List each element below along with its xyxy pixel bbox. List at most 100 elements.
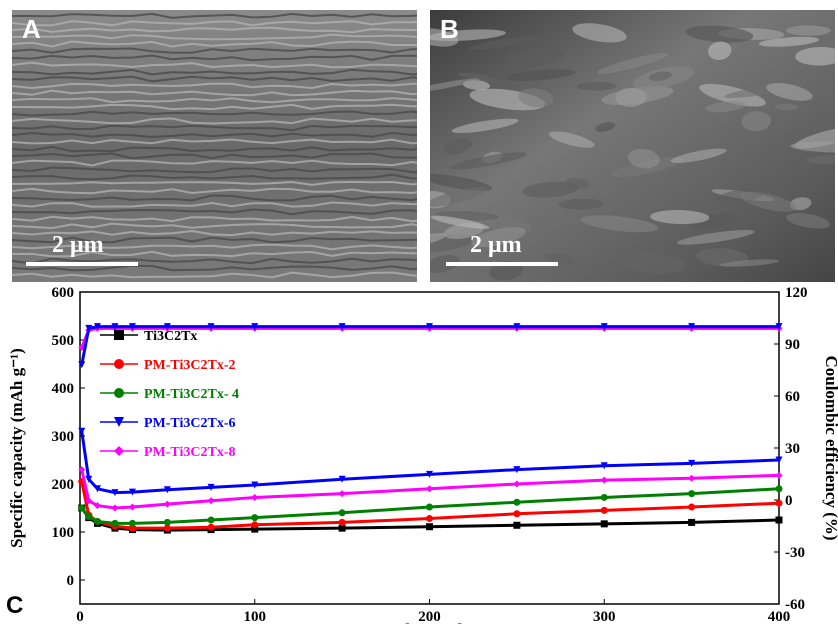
sem-flake [468,36,541,50]
data-point [513,510,521,518]
data-point [251,525,259,533]
data-point [688,323,696,331]
sem-layer-line [12,20,417,27]
y-tick-label: 600 [52,285,75,301]
sem-flake [572,23,627,43]
data-point [513,480,521,488]
sem-layer-line [12,229,417,237]
data-point [78,504,86,512]
data-point [85,324,93,332]
sem-layer-line [12,222,417,230]
sem-layer-line [12,40,417,48]
data-point [688,518,696,526]
sem-flake [627,148,660,169]
sem-flake [595,122,616,132]
sem-layer-line [12,26,417,34]
sem-layer-line [12,271,417,279]
sem-flake [576,81,617,91]
legend-label: PM-Ti3C2Tx- 4 [144,387,239,402]
sem-flake [719,259,780,267]
data-point [128,524,136,532]
y-tick-label: 400 [52,381,75,397]
sem-flake [430,78,480,94]
x-tick-label: 400 [768,609,791,624]
data-point [128,488,136,496]
x-tick-label: 200 [418,609,441,624]
data-point [426,523,433,531]
sem-flake [741,111,772,132]
legend-label: PM-Ti3C2Tx-6 [144,416,236,431]
sem-flake [580,215,659,233]
sem-flake [549,131,595,148]
data-point [163,518,171,526]
data-point [426,323,433,331]
legend-label: PM-Ti3C2Tx-2 [144,358,236,373]
data-point [426,515,433,523]
series-line [80,325,779,366]
sem-layer-line [12,243,417,251]
chart-axes: 0 100 200 300 400 0 100 200 300 400 500 600 -60 -30 0 3… [7,285,838,624]
sem-flake [689,213,738,230]
y2-tick-label: 120 [785,285,808,301]
sem-layer-line [12,47,417,54]
data-point [163,323,171,331]
sem-layer-line [12,159,417,167]
sem-flake [597,53,669,74]
sem-layer-line [12,54,417,62]
sem-flake [458,72,498,83]
data-point [600,506,608,514]
data-point [426,470,433,478]
data-point [251,493,259,501]
sem-layer-line [12,124,417,132]
data-point [775,499,783,507]
sem-layer-line [12,257,417,265]
sem-image-a: A 2 μm [12,10,417,282]
data-point [338,490,346,498]
sem-flake [685,25,754,43]
x-tick-label: 300 [593,609,616,624]
sem-flake [739,191,797,212]
sem-texture-a [12,10,417,282]
sem-layer-line [12,61,417,69]
sem-flake [766,82,813,101]
sem-flake [450,152,528,170]
sem-layer-line [12,145,417,153]
y-tick-label: 300 [52,429,75,445]
sem-layer-line [12,103,417,111]
sem-image-b: B 2 μm [430,10,835,282]
data-point [111,323,119,331]
data-point [775,485,783,493]
sem-layer-line [12,110,417,117]
chart-series [78,323,783,534]
sem-flake [615,87,647,107]
sem-layer-line [12,264,417,272]
sem-layer-line [12,180,417,186]
data-point [600,462,608,470]
data-point [775,516,783,524]
data-point [78,343,86,351]
sem-flake [648,71,673,82]
scale-bar-a [26,262,138,266]
data-point [93,485,101,493]
data-point [688,490,696,498]
data-point [207,323,215,331]
y2-tick-label: 90 [785,337,800,353]
data-point [128,519,136,527]
x-axis-title: Cycle number [375,620,483,624]
data-point [251,514,259,522]
sem-flake [670,148,727,163]
sem-flake [705,101,746,113]
data-point [426,503,433,511]
legend-marker [114,446,124,456]
data-point [111,489,119,497]
scale-bar-label-b: 2 μm [470,232,522,258]
sem-flake [806,154,835,165]
sem-flake [430,215,490,229]
sem-flake [785,25,831,36]
sem-flake [543,253,576,265]
data-point [93,517,101,525]
data-point [600,520,608,528]
sem-layer-line [12,215,417,223]
data-point [93,323,101,331]
data-point [338,509,346,517]
